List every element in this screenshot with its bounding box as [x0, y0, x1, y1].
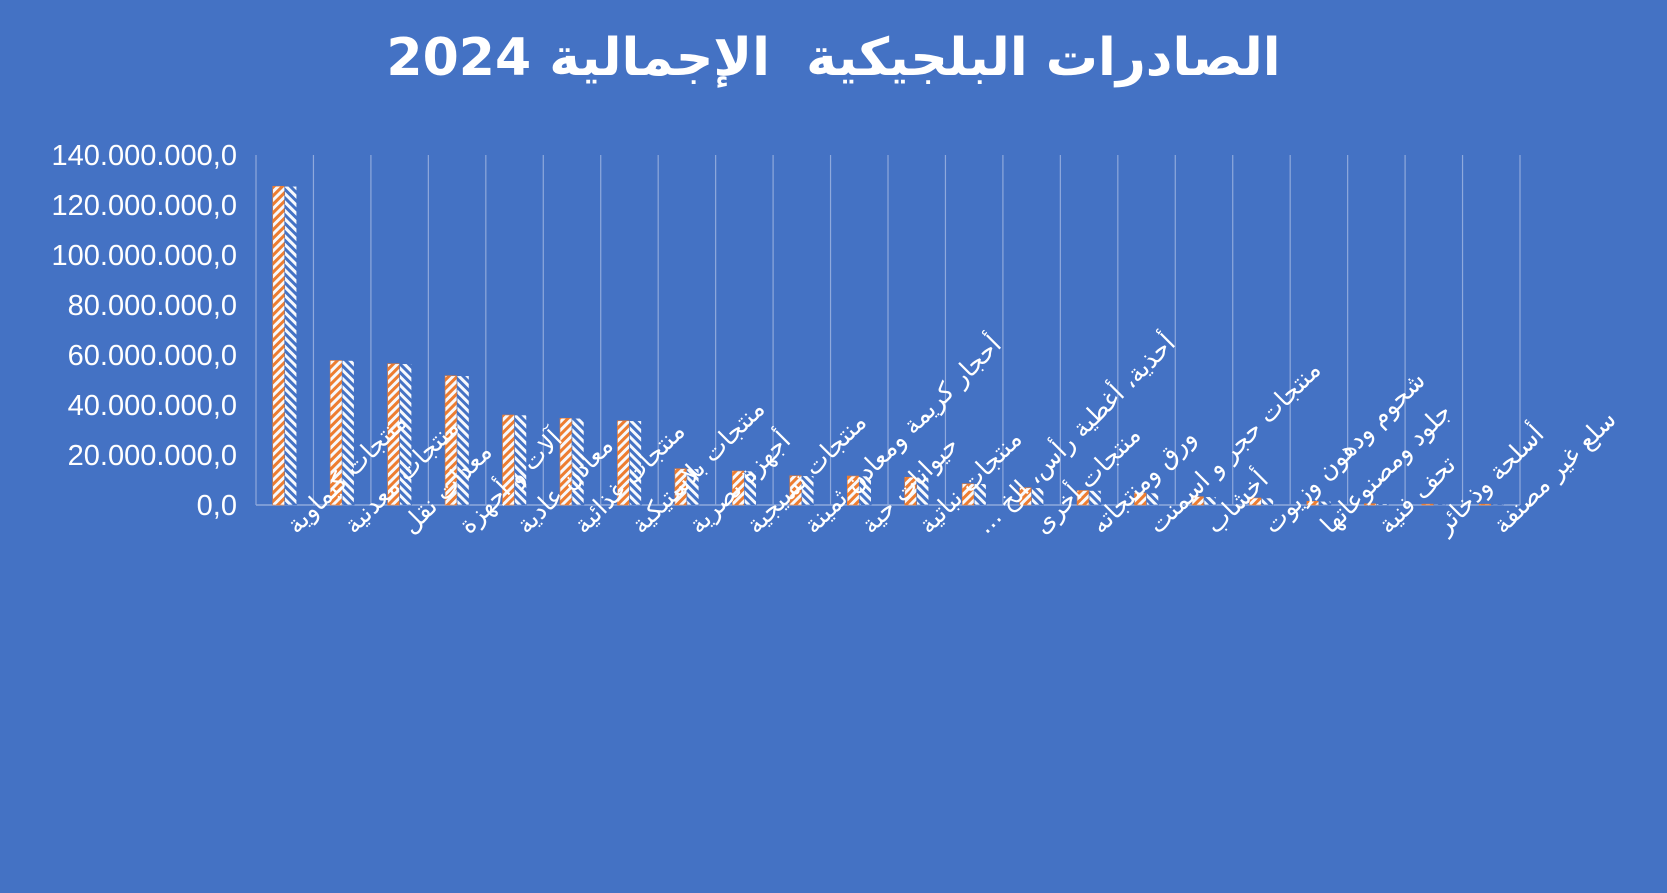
y-tick-label: 20.000.000,0	[68, 440, 237, 472]
chart-title: الصادرات البلجيكية الإجمالية 2024	[386, 28, 1281, 88]
bar	[1203, 496, 1217, 506]
bar	[571, 417, 585, 506]
y-tick-label: 0,0	[197, 490, 237, 522]
bar	[1031, 487, 1044, 506]
bar	[858, 475, 872, 506]
bar	[399, 363, 412, 506]
bar	[272, 185, 286, 506]
bar	[1490, 503, 1504, 506]
bar	[456, 375, 470, 506]
bar	[916, 476, 930, 506]
bar	[973, 483, 987, 506]
bar	[1318, 500, 1332, 506]
bar	[1088, 490, 1102, 506]
bar	[1261, 497, 1274, 506]
bar	[686, 468, 700, 506]
y-axis-ticks: 0,0 20.000.000,0 40.000.000,0 60.000.000,0 8…	[52, 140, 237, 522]
y-tick-label: 120.000.000,0	[52, 190, 237, 222]
bar	[744, 470, 757, 506]
bar	[801, 475, 815, 506]
bar	[1376, 503, 1389, 506]
y-tick-label: 60.000.000,0	[68, 340, 237, 372]
y-tick-label: 40.000.000,0	[68, 390, 237, 422]
gridlines	[255, 155, 1521, 506]
y-tick-label: 80.000.000,0	[68, 290, 237, 322]
bars	[272, 185, 1504, 506]
y-tick-label: 140.000.000,0	[52, 140, 237, 172]
bar	[629, 420, 642, 506]
y-tick-label: 100.000.000,0	[52, 240, 237, 272]
bar	[1433, 503, 1447, 506]
bar	[1146, 492, 1159, 506]
bar	[341, 360, 355, 506]
bar	[284, 185, 298, 506]
bar	[514, 414, 527, 506]
